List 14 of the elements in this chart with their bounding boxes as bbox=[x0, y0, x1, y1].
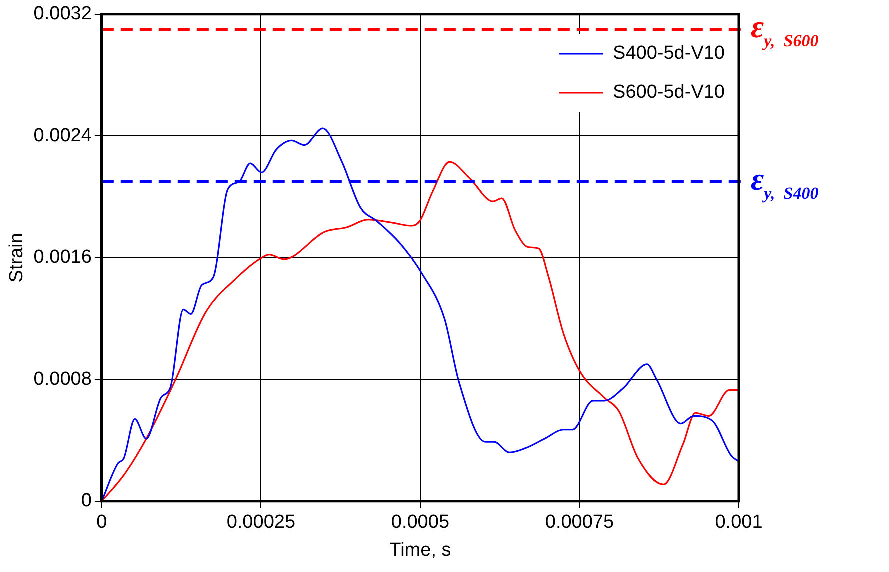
x-tick-label: 0.001 bbox=[715, 512, 763, 534]
legend-label: S400-5d-V10 bbox=[613, 43, 725, 64]
x-axis-title: Time, s bbox=[390, 540, 452, 561]
y-tick-label: 0.0016 bbox=[34, 247, 92, 268]
x-tick-label: 0.00025 bbox=[226, 512, 296, 534]
x-tick-label: 0.00075 bbox=[545, 512, 614, 534]
x-tick-label: 0 bbox=[96, 512, 108, 534]
y-tick-label: 0.0008 bbox=[34, 368, 92, 390]
x-tick-label: 0.0005 bbox=[391, 512, 450, 534]
y-tick-label: 0.0032 bbox=[34, 4, 92, 25]
y-tick-label: 0 bbox=[81, 490, 92, 512]
y-axis-title: Strain bbox=[6, 233, 28, 283]
y-tick-label: 0.0024 bbox=[34, 125, 92, 146]
legend-label: S600-5d-V10 bbox=[613, 82, 725, 104]
